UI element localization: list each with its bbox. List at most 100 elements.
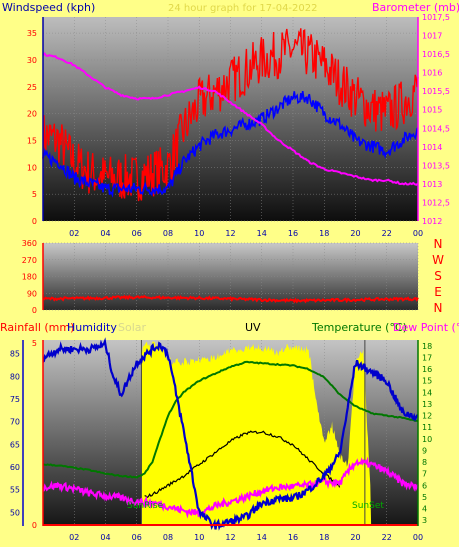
rainfall-label: Rainfall (mm) bbox=[0, 321, 74, 334]
humidity-label: Humidity bbox=[67, 321, 117, 334]
x-tick-label: 14 bbox=[257, 533, 267, 542]
wind-series bbox=[42, 28, 419, 202]
humidity-y-tick: 60 bbox=[10, 463, 20, 472]
wind-direction-line bbox=[42, 294, 419, 304]
direction-series bbox=[42, 294, 419, 304]
temp-y-tick: 12 bbox=[422, 412, 432, 421]
graph-title: 24 hour graph for 17-04-2022 bbox=[168, 3, 317, 14]
humidity-y-tick: 80 bbox=[10, 372, 20, 381]
barometer-label: Barometer (mb) bbox=[372, 1, 459, 14]
x-tick-label: 18 bbox=[319, 229, 329, 238]
humidity-line bbox=[42, 337, 419, 531]
temp-y-tick: 5 bbox=[422, 493, 427, 502]
sunset-label: SunSet bbox=[352, 501, 384, 511]
wind-y-tick: 10 bbox=[27, 163, 37, 172]
baro-y-tick: 1013,5 bbox=[422, 161, 450, 170]
temp-y-tick: 18 bbox=[422, 342, 432, 351]
x-tick-label: 08 bbox=[163, 533, 173, 542]
sunrise-label: SunRise bbox=[127, 501, 164, 511]
temp-y-tick: 8 bbox=[422, 458, 427, 467]
humidity-y-tick: 65 bbox=[10, 440, 20, 449]
dir-y-tick: 180 bbox=[22, 273, 37, 282]
compass-letter: N bbox=[434, 237, 443, 251]
x-tick-label: 08 bbox=[163, 229, 173, 238]
temp-y-tick: 4 bbox=[422, 505, 427, 514]
uv-line bbox=[144, 430, 341, 499]
temp-y-tick: 9 bbox=[422, 446, 427, 455]
x-tick-label: 22 bbox=[382, 533, 392, 542]
axes bbox=[22, 17, 419, 526]
rain-y-tick: 5 bbox=[32, 339, 37, 348]
baro-y-tick: 1016,5 bbox=[422, 50, 450, 59]
wind-y-tick: 30 bbox=[27, 56, 37, 65]
x-tick-label: 00 bbox=[413, 229, 423, 238]
temperature-label: Temperature (°C) bbox=[311, 321, 407, 334]
climate-series bbox=[42, 337, 419, 531]
baro-y-tick: 1012,5 bbox=[422, 198, 450, 207]
wind-y-tick: 25 bbox=[27, 83, 37, 92]
humidity-y-tick: 55 bbox=[10, 486, 20, 495]
dir-y-tick: 90 bbox=[27, 289, 37, 298]
x-tick-label: 22 bbox=[382, 229, 392, 238]
compass-letter: S bbox=[434, 269, 442, 283]
temp-y-tick: 11 bbox=[422, 423, 432, 432]
compass-letter: N bbox=[434, 301, 443, 315]
compass-letter: W bbox=[432, 253, 444, 267]
x-tick-label: 04 bbox=[100, 533, 110, 542]
wind-gust-line bbox=[42, 28, 419, 202]
baro-y-tick: 1017,5 bbox=[422, 13, 450, 22]
humidity-y-tick: 50 bbox=[10, 508, 20, 517]
temperature-line bbox=[42, 360, 419, 479]
x-tick-label: 06 bbox=[132, 229, 142, 238]
x-tick-label: 10 bbox=[194, 533, 204, 542]
baro-y-tick: 1017 bbox=[422, 32, 442, 41]
x-tick-label: 10 bbox=[194, 229, 204, 238]
x-tick-label: 18 bbox=[319, 533, 329, 542]
x-tick-label: 12 bbox=[225, 533, 235, 542]
wind-y-tick: 5 bbox=[32, 190, 37, 199]
x-tick-label: 02 bbox=[69, 533, 79, 542]
temp-y-tick: 7 bbox=[422, 470, 427, 479]
temp-y-tick: 13 bbox=[422, 400, 432, 409]
dir-y-tick: 0 bbox=[32, 306, 37, 315]
baro-y-tick: 1015,5 bbox=[422, 87, 450, 96]
x-tick-label: 00 bbox=[413, 533, 423, 542]
wind-y-tick: 0 bbox=[32, 217, 37, 226]
x-tick-label: 02 bbox=[69, 229, 79, 238]
x-tick-label: 16 bbox=[288, 229, 298, 238]
baro-y-tick: 1012 bbox=[422, 217, 442, 226]
x-tick-label: 20 bbox=[350, 533, 360, 542]
dewpoint-label: Dew Point (°C) bbox=[393, 321, 459, 334]
temp-y-tick: 3 bbox=[422, 516, 427, 525]
x-tick-label: 12 bbox=[225, 229, 235, 238]
barometer-line bbox=[42, 52, 419, 186]
x-tick-label: 14 bbox=[257, 229, 267, 238]
temp-y-tick: 15 bbox=[422, 377, 432, 386]
compass-letter: E bbox=[434, 285, 442, 299]
temp-y-tick: 10 bbox=[422, 435, 432, 444]
windspeed-label: Windspeed (kph) bbox=[2, 1, 95, 14]
solar-label: Solar bbox=[118, 321, 147, 334]
baro-y-tick: 1013 bbox=[422, 180, 442, 189]
baro-y-tick: 1016 bbox=[422, 69, 442, 78]
dir-y-tick: 270 bbox=[22, 256, 37, 265]
x-tick-label: 04 bbox=[100, 229, 110, 238]
temp-y-tick: 16 bbox=[422, 365, 432, 374]
wind-y-tick: 20 bbox=[27, 110, 37, 119]
wind-y-tick: 35 bbox=[27, 29, 37, 38]
humidity-y-tick: 70 bbox=[10, 418, 20, 427]
baro-y-tick: 1014 bbox=[422, 143, 442, 152]
dewpoint-line bbox=[42, 456, 419, 519]
baro-y-tick: 1014,5 bbox=[422, 124, 450, 133]
uv-label: UV bbox=[245, 321, 261, 334]
rain-y-zero: 0 bbox=[32, 521, 37, 530]
humidity-y-tick: 75 bbox=[10, 395, 20, 404]
temp-y-tick: 14 bbox=[422, 388, 432, 397]
wind-y-tick: 15 bbox=[27, 136, 37, 145]
temp-y-tick: 6 bbox=[422, 481, 427, 490]
x-tick-label: 20 bbox=[350, 229, 360, 238]
humidity-y-tick: 85 bbox=[10, 350, 20, 359]
x-tick-label: 16 bbox=[288, 533, 298, 542]
